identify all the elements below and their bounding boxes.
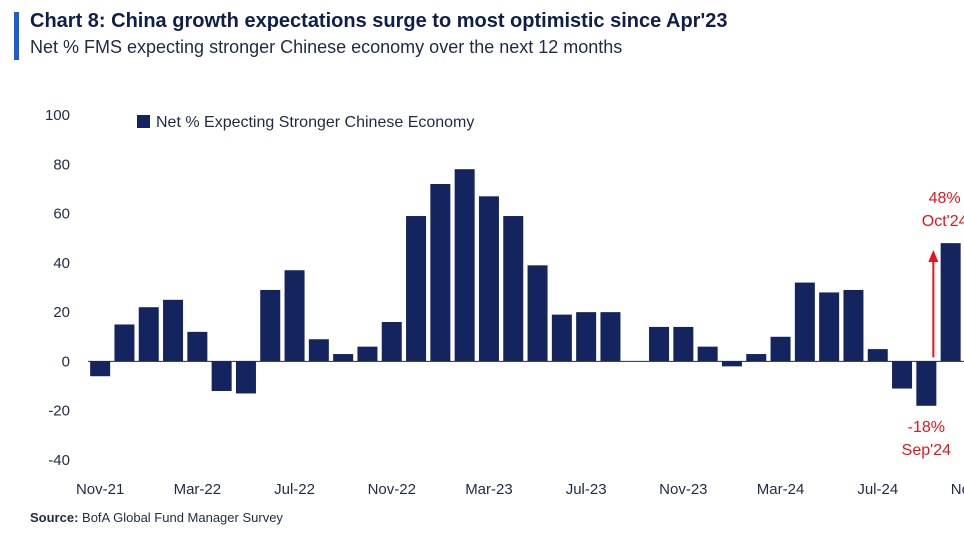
y-tick-label: 100	[45, 107, 70, 124]
annotation-low-value: -18%	[908, 419, 945, 436]
legend-swatch	[137, 115, 150, 128]
x-tick-label: Nov-22	[368, 481, 416, 498]
bar	[843, 289, 864, 362]
bar	[357, 346, 378, 362]
bar	[406, 216, 427, 362]
bar	[211, 361, 232, 391]
bar	[746, 354, 767, 362]
bar	[114, 324, 135, 362]
bar	[235, 361, 256, 394]
bar	[819, 292, 840, 362]
x-tick-label: Jul-22	[274, 481, 315, 498]
bar	[770, 336, 791, 362]
bar	[284, 270, 305, 362]
bar	[163, 299, 184, 362]
y-tick-label: 60	[53, 206, 70, 223]
bar	[721, 361, 742, 367]
source-label: Source:	[30, 510, 79, 525]
bar	[503, 216, 524, 362]
x-tick-label: Nov-23	[659, 481, 707, 498]
y-tick-label: -20	[48, 403, 70, 420]
source-text: BofA Global Fund Manager Survey	[82, 510, 283, 525]
bar	[600, 312, 621, 362]
bar	[576, 312, 597, 362]
bar	[187, 331, 208, 362]
x-tick-label: Nov-24	[951, 481, 964, 498]
bar	[454, 169, 475, 362]
bar	[478, 196, 499, 362]
annotation-low-date: Sep'24	[902, 442, 951, 459]
bar	[308, 339, 329, 362]
y-tick-label: -40	[48, 452, 70, 469]
bar	[867, 349, 888, 362]
bar	[697, 346, 718, 362]
x-tick-label: Mar-22	[174, 481, 222, 498]
x-tick-label: Jul-24	[857, 481, 898, 498]
bar	[527, 265, 548, 362]
y-tick-label: 80	[53, 156, 70, 173]
x-tick-label: Mar-23	[465, 481, 513, 498]
title-accent-bar	[14, 12, 19, 60]
bar	[333, 354, 354, 362]
annotation-arrow-head	[928, 250, 939, 262]
bar	[649, 326, 670, 362]
bar	[430, 184, 451, 362]
chart-title: Chart 8: China growth expectations surge…	[30, 10, 728, 32]
chart-subtitle: Net % FMS expecting stronger Chinese eco…	[30, 37, 623, 57]
bar	[794, 282, 815, 362]
bar	[551, 314, 572, 362]
x-tick-label: Jul-23	[566, 481, 607, 498]
bar	[916, 361, 937, 406]
y-tick-label: 0	[62, 353, 70, 370]
annotation-peak-date: Oct'24	[922, 213, 964, 230]
bar	[673, 326, 694, 362]
y-tick-label: 40	[53, 255, 70, 272]
bar	[940, 243, 961, 362]
y-tick-label: 20	[53, 304, 70, 321]
x-tick-label: Nov-21	[76, 481, 124, 498]
source-note: Source: BofA Global Fund Manager Survey	[30, 510, 283, 525]
bar	[892, 361, 913, 389]
bar	[381, 322, 402, 362]
legend-label: Net % Expecting Stronger Chinese Economy	[156, 114, 474, 131]
bar	[138, 307, 159, 362]
annotation-peak-value: 48%	[929, 190, 961, 207]
bar	[90, 361, 111, 377]
x-tick-label: Mar-24	[757, 481, 805, 498]
bar	[260, 289, 281, 362]
